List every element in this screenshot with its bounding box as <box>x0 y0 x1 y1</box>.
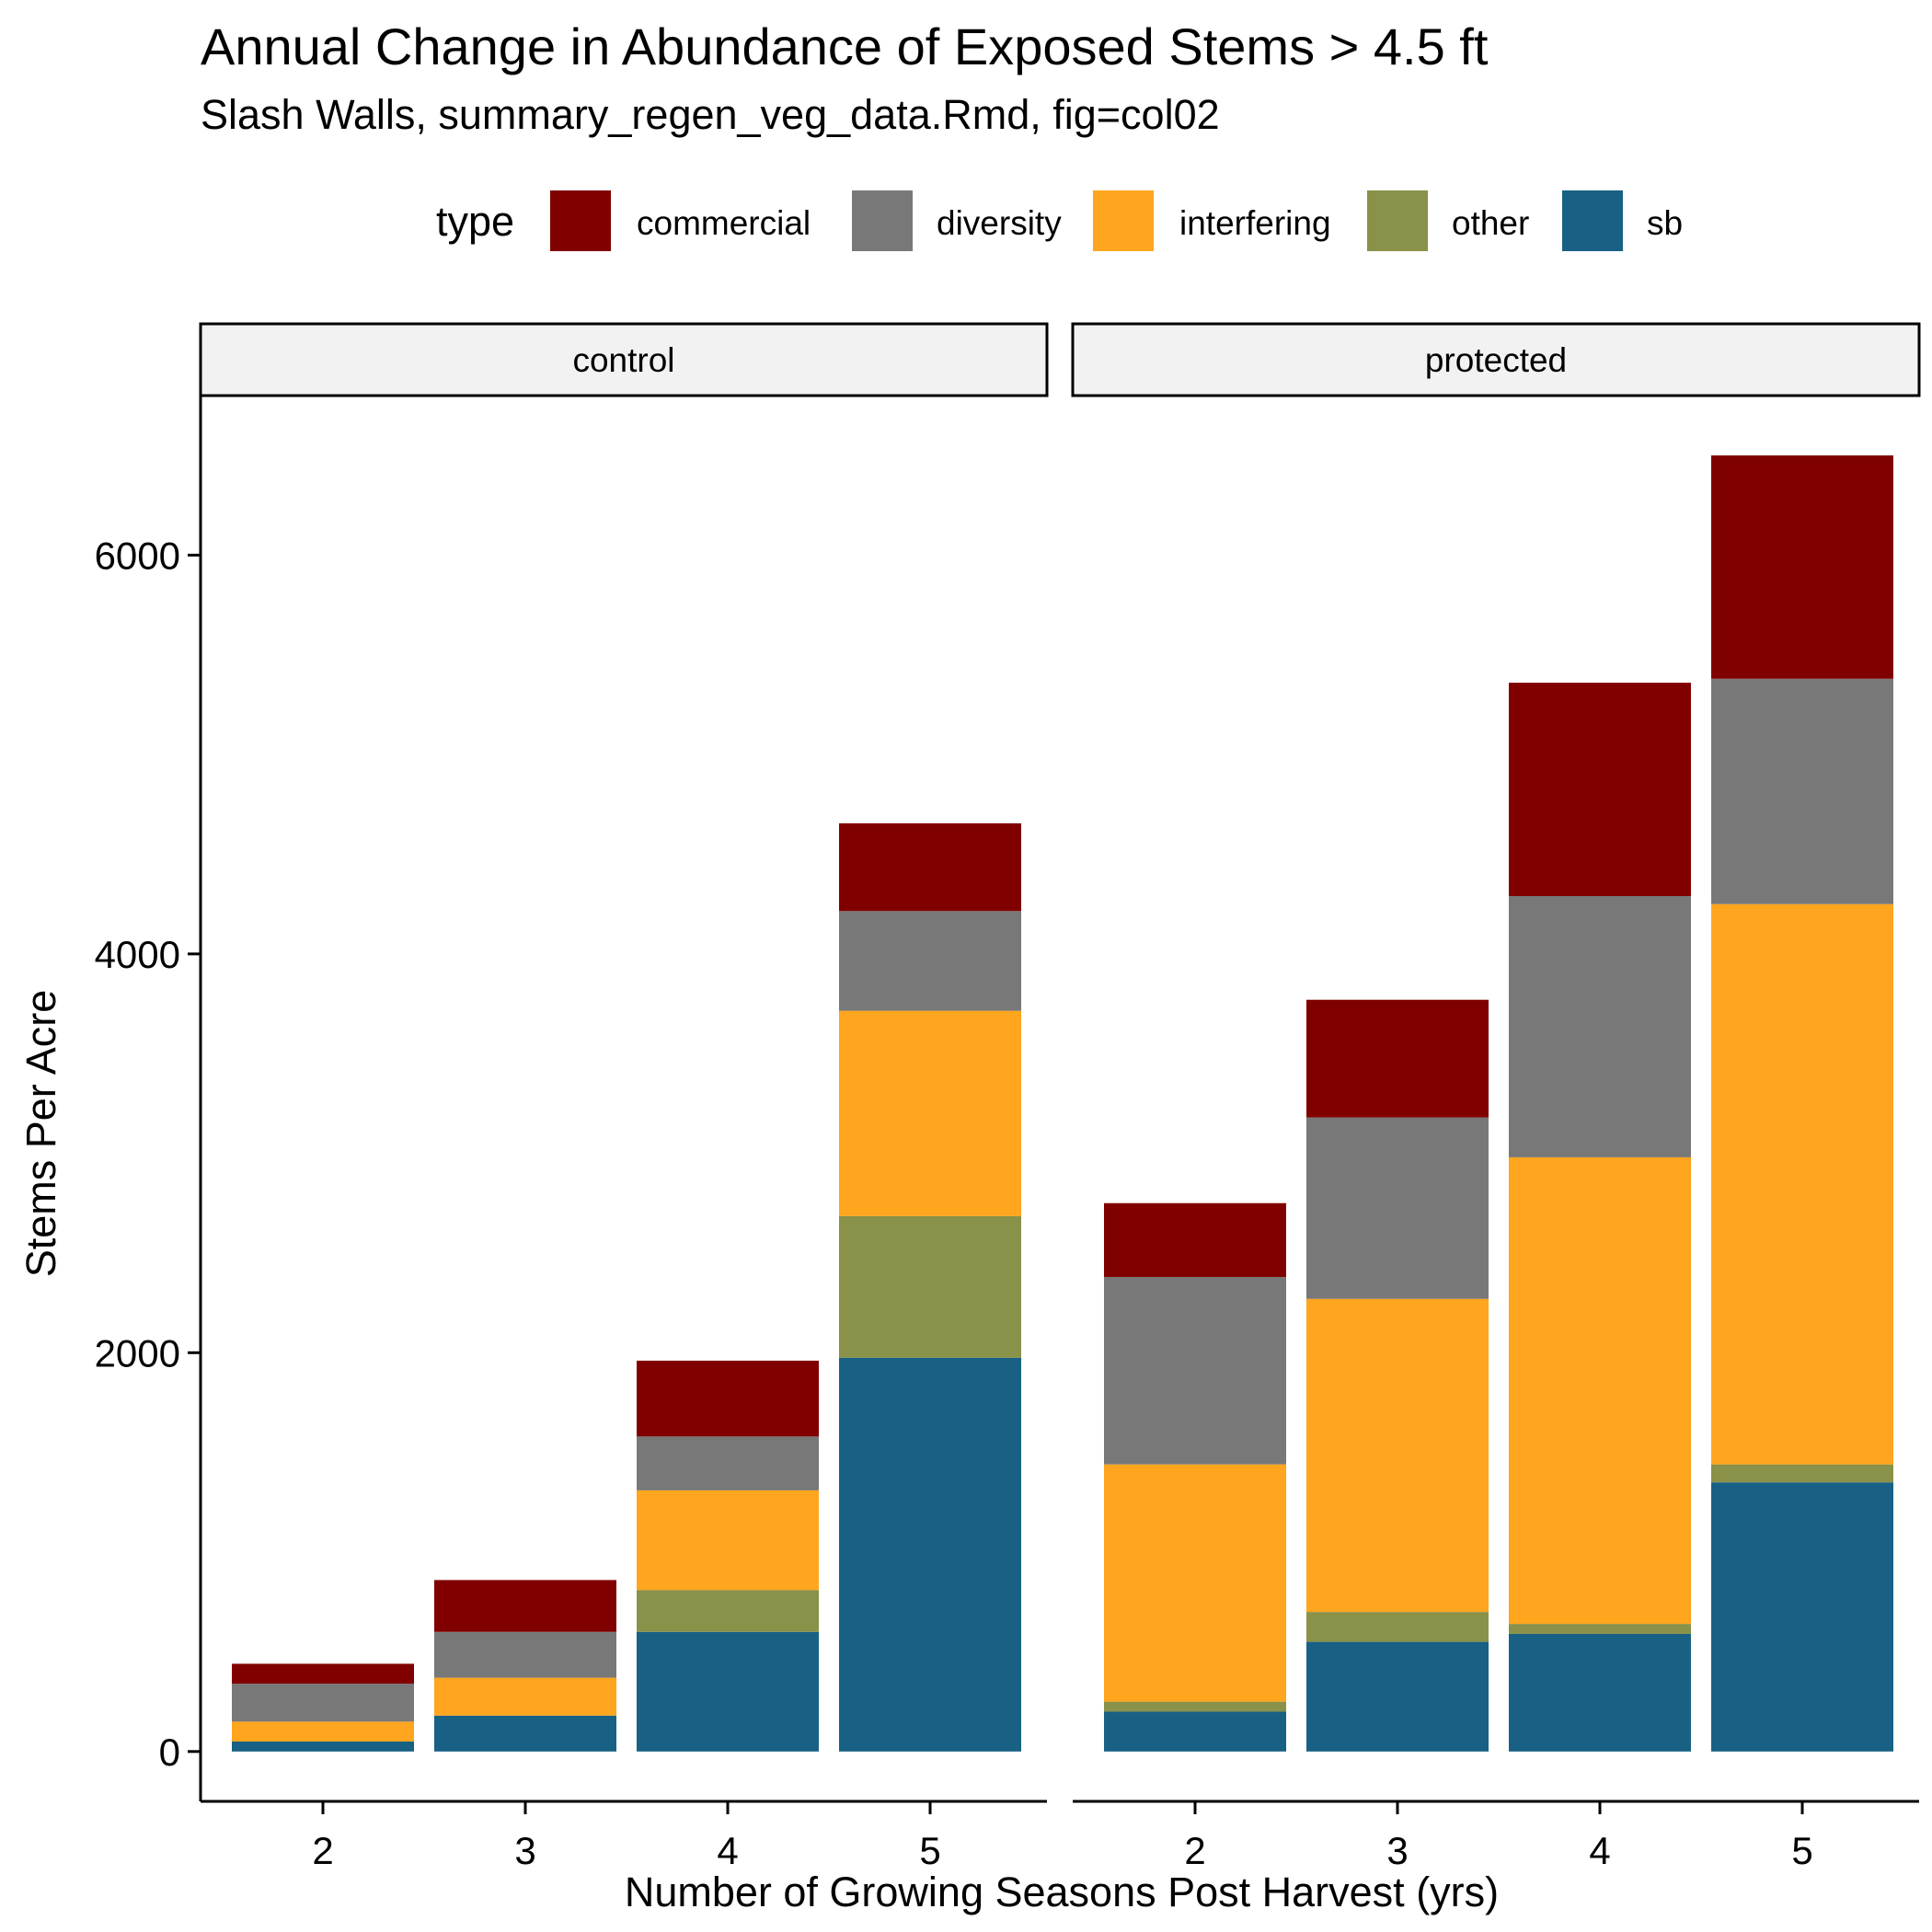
bar-control-5-diversity <box>839 911 1021 1011</box>
y-axis-title: Stems Per Acre <box>17 990 64 1278</box>
strip-protected <box>1071 322 1921 397</box>
legend-label-diversity: diversity <box>937 204 1062 242</box>
bar-protected-5-other <box>1711 1464 1893 1483</box>
x-tick-label-control-4: 4 <box>717 1829 738 1872</box>
bar-control-2-commercial <box>232 1663 414 1685</box>
legend-key-commercial <box>550 190 611 251</box>
bar-control-5-interfering <box>839 1010 1021 1216</box>
bar-protected-4-diversity <box>1509 896 1691 1157</box>
legend-label-interfering: interfering <box>1179 204 1331 242</box>
facet-panels: control 2 3 4 5 protected 2 3 4 5 <box>199 322 1921 1872</box>
legend: type commercial diversity interfering other s… <box>436 190 1683 251</box>
bar-control-4-interfering <box>637 1489 819 1591</box>
y-axis: 0 2000 4000 6000 <box>95 396 202 1801</box>
x-tick-label-protected-4: 4 <box>1589 1829 1610 1872</box>
bar-control-5-sb <box>839 1357 1021 1752</box>
bar-control-2-sb <box>232 1741 414 1752</box>
bar-protected-2-commercial <box>1104 1202 1286 1277</box>
legend-title: type <box>436 198 514 245</box>
legend-label-other: other <box>1452 204 1529 242</box>
x-tick-label-protected-2: 2 <box>1184 1829 1205 1872</box>
chart-subtitle: Slash Walls, summary_regen_veg_data.Rmd,… <box>201 91 1220 138</box>
y-tick-label-6000: 6000 <box>95 534 180 577</box>
y-tick-label-4000: 4000 <box>95 933 180 976</box>
bar-control-3-commercial <box>434 1580 616 1632</box>
bar-control-4-other <box>637 1590 819 1632</box>
panel-control: control 2 3 4 5 <box>199 322 1049 1872</box>
bar-protected-3-diversity <box>1306 1117 1489 1299</box>
bar-protected-3-interfering <box>1306 1298 1489 1613</box>
legend-key-interfering <box>1093 190 1154 251</box>
bar-protected-3-other <box>1306 1612 1489 1642</box>
strip-label-protected: protected <box>1425 341 1567 379</box>
legend-label-sb: sb <box>1647 204 1683 242</box>
bar-control-3-diversity <box>434 1631 616 1678</box>
bar-control-3-sb <box>434 1715 616 1752</box>
bar-control-5-other <box>839 1215 1021 1358</box>
bar-protected-4-sb <box>1509 1633 1691 1752</box>
bar-protected-4-interfering <box>1509 1156 1691 1625</box>
bar-protected-2-sb <box>1104 1711 1286 1752</box>
bar-control-4-diversity <box>637 1436 819 1490</box>
legend-key-diversity <box>852 190 913 251</box>
bar-protected-3-sb <box>1306 1641 1489 1752</box>
bar-control-3-interfering <box>434 1677 616 1716</box>
strip-control <box>199 322 1049 397</box>
chart-title: Annual Change in Abundance of Exposed St… <box>201 17 1489 75</box>
x-tick-label-control-2: 2 <box>312 1829 333 1872</box>
bar-protected-4-other <box>1509 1624 1691 1634</box>
bar-control-2-diversity <box>232 1684 414 1722</box>
bar-control-5-commercial <box>839 822 1021 912</box>
y-tick-label-0: 0 <box>159 1731 180 1774</box>
y-tick-label-2000: 2000 <box>95 1331 180 1374</box>
legend-key-other <box>1367 190 1428 251</box>
legend-key-sb <box>1562 190 1623 251</box>
bar-control-4-commercial <box>637 1361 819 1437</box>
panel-protected: protected 2 3 4 5 <box>1071 322 1921 1872</box>
bar-protected-5-diversity <box>1711 678 1893 904</box>
bar-protected-5-interfering <box>1711 903 1893 1465</box>
x-tick-label-protected-5: 5 <box>1791 1829 1812 1872</box>
bar-protected-5-sb <box>1711 1482 1893 1752</box>
bar-control-2-interfering <box>232 1721 414 1742</box>
legend-label-commercial: commercial <box>637 204 811 242</box>
x-tick-label-protected-3: 3 <box>1386 1829 1408 1872</box>
bar-protected-4-commercial <box>1509 683 1691 897</box>
bar-control-4-sb <box>637 1631 819 1752</box>
bar-protected-5-commercial <box>1711 455 1893 679</box>
strip-label-control: control <box>572 341 674 379</box>
bar-protected-3-commercial <box>1306 999 1489 1118</box>
bar-protected-2-interfering <box>1104 1464 1286 1702</box>
bar-protected-2-diversity <box>1104 1276 1286 1465</box>
x-axis-title: Number of Growing Seasons Post Harvest (… <box>625 1869 1499 1915</box>
x-tick-label-control-3: 3 <box>514 1829 535 1872</box>
bar-protected-2-other <box>1104 1701 1286 1712</box>
x-tick-label-control-5: 5 <box>919 1829 940 1872</box>
